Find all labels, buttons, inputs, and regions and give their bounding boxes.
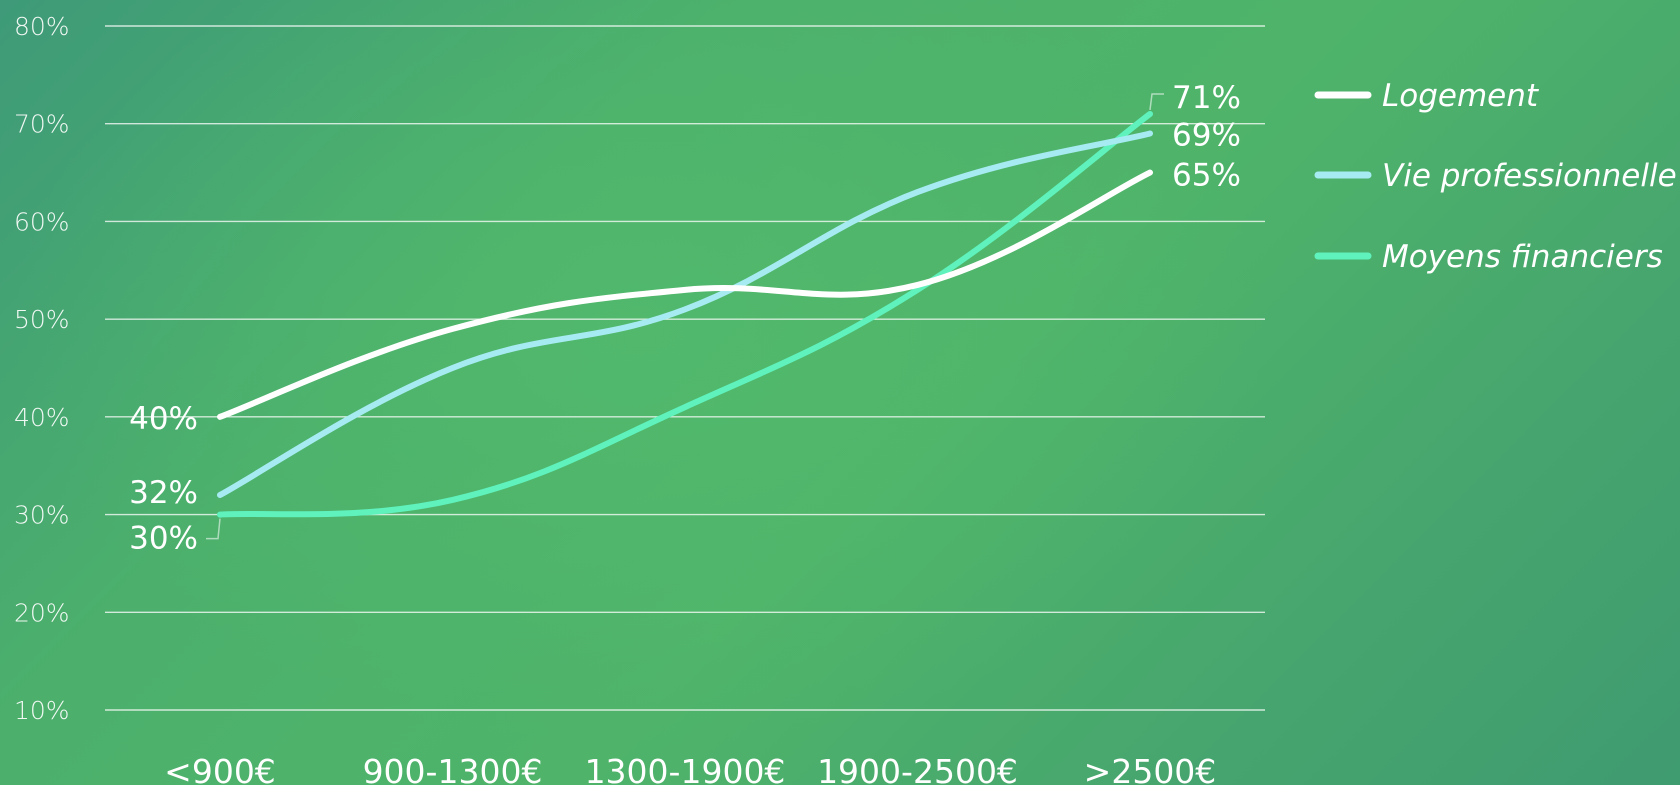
data-label-start: 30% bbox=[129, 521, 198, 557]
x-tick-label: 1900-2500€ bbox=[817, 752, 1018, 785]
series-line-logement bbox=[217, 169, 1153, 420]
x-tick-label: <900€ bbox=[164, 752, 276, 785]
y-axis: 10% 20% 30% 40% 50% 60% 70% 80% bbox=[14, 12, 70, 725]
x-tick-label: >2500€ bbox=[1084, 752, 1217, 785]
legend-label: Moyens financiers bbox=[1382, 239, 1663, 275]
y-tick-label: 10% bbox=[14, 696, 70, 725]
y-tick-label: 50% bbox=[14, 305, 70, 334]
y-tick-label: 80% bbox=[14, 12, 70, 41]
y-tick-label: 70% bbox=[14, 110, 70, 139]
gridlines bbox=[105, 25, 1265, 711]
data-label-start: 32% bbox=[129, 475, 198, 511]
leader-line-end bbox=[1149, 93, 1164, 111]
x-axis: <900€ 900-1300€ 1300-1900€ 1900-2500€ >2500€ bbox=[164, 752, 1216, 785]
x-tick-label: 900-1300€ bbox=[363, 752, 543, 785]
series-line-vie-professionnelle bbox=[217, 130, 1153, 499]
y-tick-label: 20% bbox=[14, 598, 70, 627]
legend: Logement Vie professionnelle Moyens financ… bbox=[1314, 78, 1677, 275]
legend-label: Logement bbox=[1382, 78, 1540, 114]
data-label-end: 69% bbox=[1172, 117, 1241, 153]
data-label-end: 65% bbox=[1172, 158, 1241, 194]
data-label-start: 40% bbox=[129, 401, 198, 437]
series-lines bbox=[217, 110, 1153, 518]
data-labels: 40% 65% 32% 69% 30% 71% bbox=[129, 80, 1241, 557]
x-tick-label: 1300-1900€ bbox=[585, 752, 786, 785]
leader-line-start bbox=[206, 518, 221, 540]
legend-label: Vie professionnelle bbox=[1382, 158, 1677, 194]
y-tick-label: 30% bbox=[14, 501, 70, 530]
y-tick-label: 40% bbox=[14, 403, 70, 432]
series-line-moyens-financiers bbox=[217, 110, 1153, 518]
y-tick-label: 60% bbox=[14, 207, 70, 236]
data-label-end: 71% bbox=[1172, 80, 1241, 116]
